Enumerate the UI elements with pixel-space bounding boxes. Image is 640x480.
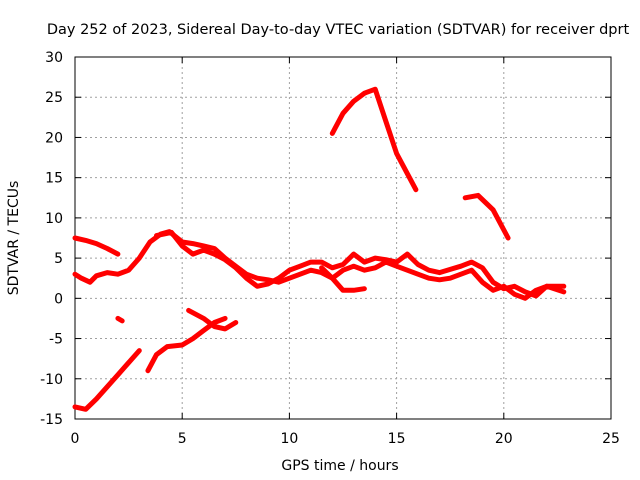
y-tick-label: 15 xyxy=(45,171,63,187)
y-tick-label: 0 xyxy=(54,291,63,307)
y-tick-label: -15 xyxy=(40,412,63,428)
x-tick-label: 10 xyxy=(280,431,298,447)
series-track-7 xyxy=(72,348,142,412)
series-track-4 xyxy=(319,265,367,293)
y-tick-label: -10 xyxy=(40,372,63,388)
series-track-5 xyxy=(329,86,419,193)
series-track-6 xyxy=(462,192,511,241)
x-axis-label: GPS time / hours xyxy=(281,458,398,474)
x-tick-label: 25 xyxy=(602,431,620,447)
y-tick-label: 10 xyxy=(45,211,63,227)
series-track-2 xyxy=(72,229,567,301)
y-tick-label: 25 xyxy=(45,90,63,106)
series-track-3 xyxy=(154,229,567,299)
x-tick-label: 20 xyxy=(495,431,513,447)
series-track-10 xyxy=(115,315,125,324)
x-tick-label: 0 xyxy=(71,431,80,447)
y-axis-label: SDTVAR / TECUs xyxy=(6,181,22,296)
ticks: 0 5 10 15 20 25 -15 -10 -5 0 5 10 15 20 25 30 xyxy=(40,50,620,447)
series-track-9 xyxy=(186,307,239,332)
y-tick-label: -5 xyxy=(49,332,63,348)
x-tick-label: 15 xyxy=(388,431,406,447)
x-tick-label: 5 xyxy=(178,431,187,447)
y-tick-label: 30 xyxy=(45,50,63,66)
series-track-1 xyxy=(72,235,121,257)
chart-title: Day 252 of 2023, Sidereal Day-to-day VTE… xyxy=(47,22,630,38)
y-tick-label: 5 xyxy=(54,251,63,267)
y-tick-label: 20 xyxy=(45,130,63,146)
series-group xyxy=(72,86,567,412)
